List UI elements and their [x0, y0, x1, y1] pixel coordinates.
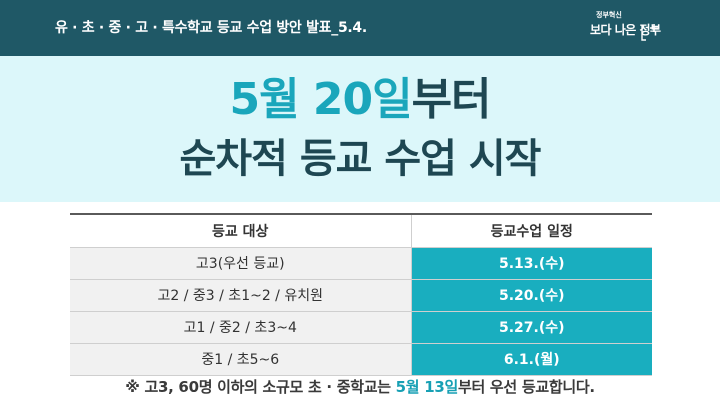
row-date-cell: 5.27.(수)	[411, 311, 652, 344]
row-target-cell: 고2 / 중3 / 초1~2 / 유치원	[70, 279, 412, 312]
header-bar: 유 · 초 · 중 · 고 · 특수학교 등교 수업 방안 발표_5.4. 정부…	[0, 0, 720, 56]
footnote-part-1: ※ 고3, 60명 이하의 소규모 초 · 중학교는	[125, 378, 396, 396]
row-date-cell: 5.20.(수)	[411, 279, 652, 312]
column-header-target: 등교 대상	[70, 214, 412, 248]
table-header-row: 등교 대상 등교수업 일정	[70, 214, 652, 248]
hero-headline-2: 순차적 등교 수업 시작	[179, 136, 542, 182]
schedule-table: 등교 대상 등교수업 일정 고3(우선 등교) 5.13.(수) 고2 / 중3…	[70, 213, 652, 376]
table-row: 중1 / 초5~6 6.1.(월)	[70, 343, 652, 376]
row-date-cell: 5.13.(수)	[411, 247, 652, 280]
hero-headline-1: 5월 20일부터	[0, 74, 720, 126]
row-target-cell: 중1 / 초5~6	[70, 343, 412, 376]
footnote-date-highlight: 5월 13일	[395, 378, 459, 396]
logo-top-text: 정부혁신	[596, 11, 622, 19]
row-target-cell: 고1 / 중2 / 초3~4	[70, 311, 412, 344]
table-row: 고2 / 중3 / 초1~2 / 유치원 5.20.(수)	[70, 279, 652, 312]
hero-date-highlight: 5월 20일	[229, 74, 412, 125]
header-title: 유 · 초 · 중 · 고 · 특수학교 등교 수업 방안 발표_5.4.	[55, 20, 367, 36]
row-date-cell: 6.1.(월)	[411, 343, 652, 376]
table-row: 고1 / 중2 / 초3~4 5.27.(수)	[70, 311, 652, 344]
hero-suffix: 부터	[411, 74, 492, 125]
row-target-cell: 고3(우선 등교)	[70, 247, 412, 280]
footnote: ※ 고3, 60명 이하의 소규모 초 · 중학교는 5월 13일부터 우선 등…	[0, 376, 720, 397]
government-innovation-logo: 정부혁신 보다 나은 정부	[590, 10, 664, 48]
footnote-part-3: 부터 우선 등교합니다.	[457, 378, 595, 396]
hero-banner: 5월 20일부터 순차적 등교 수업 시작	[0, 56, 720, 202]
column-header-date: 등교수업 일정	[411, 214, 652, 248]
logo-bracket-icon	[641, 24, 658, 41]
table-row: 고3(우선 등교) 5.13.(수)	[70, 247, 652, 280]
